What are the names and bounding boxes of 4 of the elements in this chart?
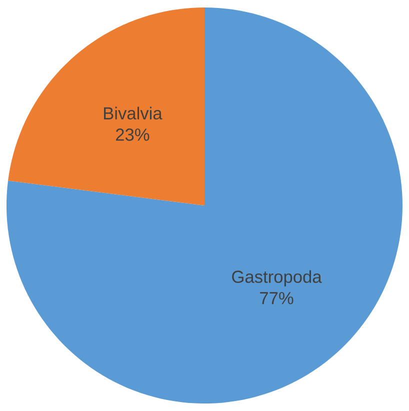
slice-label: Gastropoda (232, 270, 322, 286)
slice-label: Bivalvia (104, 106, 162, 120)
data-label: 77% (260, 292, 294, 304)
data-label: 23% (116, 128, 150, 141)
